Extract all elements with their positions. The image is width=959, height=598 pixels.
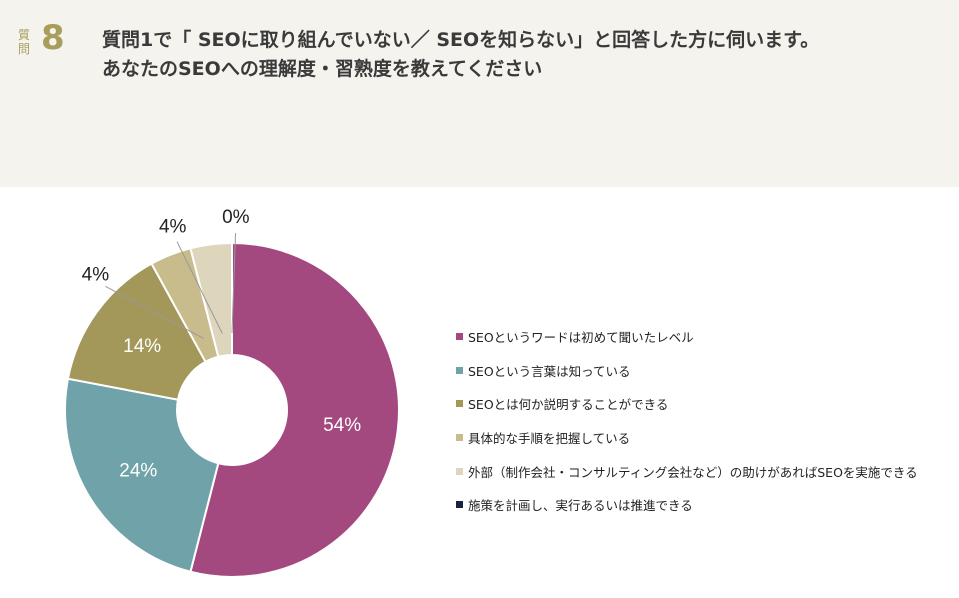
leader-line <box>176 241 223 334</box>
legend-label: SEOとは何か説明することができる <box>468 397 669 413</box>
legend-item: 施策を計画し、実行あるいは推進できる <box>456 488 956 522</box>
slice-value-label: 24% <box>119 460 157 481</box>
slice-value-label: 14% <box>123 336 161 357</box>
legend-item: SEOというワードは初めて聞いたレベル <box>456 320 956 354</box>
question-title-line-2: あなたのSEOへの理解度・習熟度を教えてください <box>102 58 543 80</box>
slice-value-label: 4% <box>82 265 110 286</box>
slice-value-label: 4% <box>159 216 187 237</box>
legend-swatch <box>456 501 463 509</box>
leader-line <box>105 285 204 339</box>
leader-line <box>231 233 237 334</box>
legend-item: 具体的な手順を把握している <box>456 421 956 455</box>
legend-label: SEOというワードは初めて聞いたレベル <box>468 330 694 346</box>
question-title-line-1: 質問1で「 SEOに取り組んでいない／ SEOを知らない」と回答した方に伺います… <box>102 29 820 51</box>
legend-swatch <box>456 434 463 442</box>
legend-label: 具体的な手順を把握している <box>468 431 631 447</box>
pie-slice <box>66 262 207 401</box>
slice-value-label: 0% <box>222 207 250 228</box>
pie-slice <box>64 377 220 573</box>
pie-slice <box>189 241 233 358</box>
legend-swatch <box>456 366 463 374</box>
legend-label: SEOという言葉は知っている <box>468 363 631 379</box>
legend-swatch <box>456 333 463 341</box>
legend-label: 外部（制作会社・コンサルティング会社など）の助けがあればSEOを実施できる <box>468 464 918 480</box>
legend-item: 外部（制作会社・コンサルティング会社など）の助けがあればSEOを実施できる <box>456 454 956 488</box>
pie-slice <box>189 241 400 578</box>
slice-value-label: 54% <box>323 415 361 436</box>
chart-legend: SEOというワードは初めて聞いたレベル SEOという言葉は知っている SEOとは何か… <box>456 320 956 522</box>
question-header: 質問 8 質問1で「 SEOに取り組んでいない／ SEOを知らない」と回答した方… <box>0 0 959 187</box>
question-number: 8 <box>41 18 65 58</box>
legend-label: 施策を計画し、実行あるいは推進できる <box>468 498 693 514</box>
question-title: 質問1で「 SEOに取り組んでいない／ SEOを知らない」と回答した方に伺います… <box>102 26 942 84</box>
question-label: 質問 <box>17 28 30 56</box>
legend-swatch <box>456 400 463 408</box>
donut-chart: 54% 24% 14% 4% 4% 0% <box>64 207 400 578</box>
legend-item: SEOとは何か説明することができる <box>456 387 956 421</box>
legend-item: SEOという言葉は知っている <box>456 354 956 388</box>
legend-swatch <box>456 467 463 475</box>
